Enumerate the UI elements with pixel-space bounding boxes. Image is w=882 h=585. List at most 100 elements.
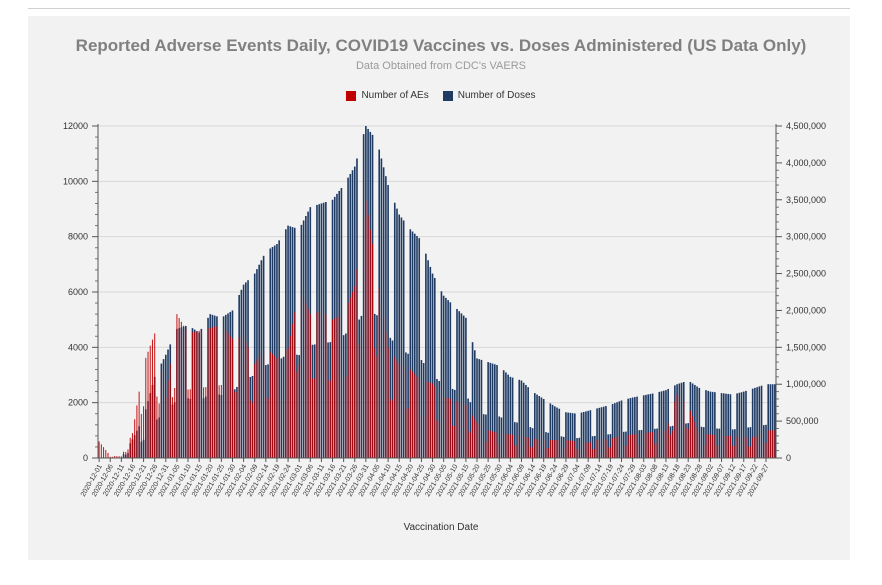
aes-bar [723,435,725,458]
aes-bar [743,437,745,458]
aes-bar [363,217,365,458]
aes-bar [218,385,220,458]
doses-bar [498,416,501,458]
aes-bar [727,435,729,458]
aes-bar [698,433,700,458]
doses-bar [587,410,589,458]
aes-bar [649,432,651,458]
legend-item-aes[interactable]: Number of AEs [346,90,429,101]
aes-bar [314,378,316,458]
aes-bar [725,435,727,458]
doses-bar [629,398,632,458]
doses-bar [513,422,516,458]
aes-bar [469,432,471,458]
doses-bar [762,425,765,458]
doses-bar [278,240,280,458]
doses-bar [487,362,489,458]
aes-bar [538,439,540,458]
doses-bar [567,412,569,458]
aes-bar [300,294,302,458]
aes-bar [154,333,156,458]
aes-bar [449,398,451,458]
aes-bar [412,371,414,458]
y-right-tick-label: 4,500,000 [786,121,826,131]
doses-bar [711,391,714,458]
aes-bar [407,408,409,458]
aes-bar [387,347,389,458]
aes-bar [369,229,371,458]
aes-bar [414,373,416,458]
doses-bar [614,403,616,458]
aes-bar [620,435,623,458]
doses-bar [734,429,736,458]
aes-bar [191,332,193,458]
aes-bar [574,441,576,458]
doses-bar [462,315,465,458]
aes-bar [174,388,176,458]
aes-bar [360,335,362,458]
aes-bar [458,402,460,458]
legend-swatch-doses [442,90,453,101]
aes-bar [656,443,658,458]
doses-bar [402,220,405,458]
aes-bar [423,415,425,458]
doses-bar [489,362,492,458]
doses-bar [727,393,730,458]
doses-bar [456,308,458,458]
legend-item-doses[interactable]: Number of Doses [442,90,536,101]
doses-bar [627,398,629,458]
aes-bar [500,444,502,458]
aes-bar [349,297,351,458]
aes-bar [658,431,660,458]
top-divider [28,8,850,9]
aes-bar [138,391,140,458]
aes-bar [665,430,667,458]
aes-bar [534,438,536,458]
aes-bar [580,441,583,458]
doses-bar [642,395,645,458]
doses-bar [594,435,596,458]
aes-bar [356,269,358,458]
chart-title: Reported Adverse Events Daily, COVID19 V… [75,36,807,55]
aes-bar [434,386,436,458]
aes-bar [416,376,418,458]
aes-bar [285,349,287,458]
aes-bar [718,445,720,458]
doses-bar [433,277,436,458]
aes-bar [598,440,600,458]
doses-bar [745,390,747,458]
aes-bar [763,443,765,458]
aes-bar [565,440,567,458]
aes-bar [229,336,231,458]
doses-bar [396,208,398,458]
aes-bar [111,456,113,458]
y-right-tick-label: 3,000,000 [786,232,826,242]
aes-bar [118,456,120,458]
aes-bar [516,445,518,458]
aes-bar [636,433,638,458]
doses-bar [387,185,389,458]
aes-bar [532,447,534,458]
aes-bar [105,450,107,458]
doses-bar [467,398,469,458]
aes-bar [376,356,378,458]
doses-bar [638,430,641,458]
doses-bar [756,387,758,458]
legend: Number of AEs Number of Doses [0,90,882,101]
aes-bar [249,400,251,458]
aes-bar [425,381,427,458]
aes-bar [389,398,391,458]
doses-bar [411,231,414,458]
aes-bar [392,400,394,458]
aes-bar [443,397,445,458]
legend-swatch-aes [346,90,357,101]
aes-bar [643,433,645,458]
aes-bar [211,327,213,458]
doses-bar [582,411,585,458]
aes-bar [641,444,643,458]
doses-bar [736,393,738,458]
doses-bar [536,394,538,458]
doses-bar [425,253,427,458]
doses-bar [478,359,481,458]
aes-bar [494,431,496,458]
